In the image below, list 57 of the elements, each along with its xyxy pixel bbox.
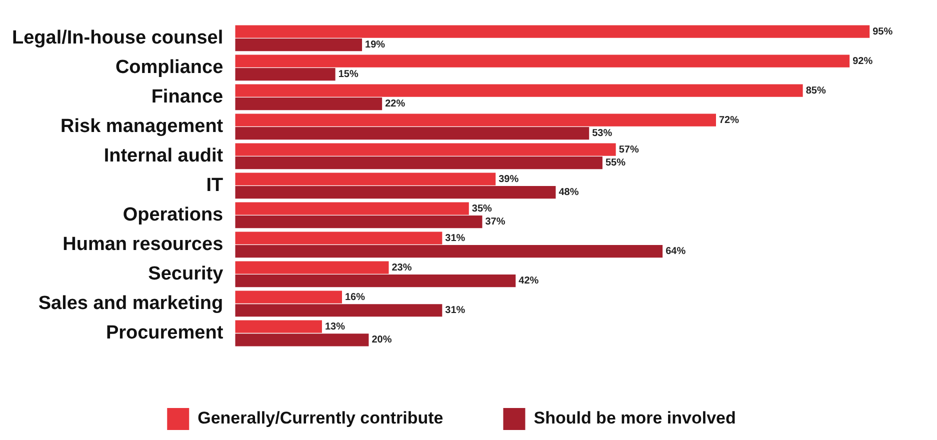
bar bbox=[235, 68, 336, 81]
data-label: 72% bbox=[719, 114, 740, 126]
data-label: 42% bbox=[518, 276, 539, 287]
data-label: 13% bbox=[324, 321, 346, 332]
bar bbox=[235, 38, 362, 52]
data-label: 15% bbox=[338, 69, 358, 80]
bar bbox=[235, 274, 516, 288]
data-label: 23% bbox=[392, 262, 412, 274]
bar bbox=[235, 25, 870, 38]
data-label: 22% bbox=[385, 98, 406, 110]
bar bbox=[235, 114, 716, 126]
data-label: 55% bbox=[605, 158, 626, 169]
bar bbox=[235, 186, 556, 199]
bar bbox=[235, 245, 663, 258]
legend-label: Should be more involved bbox=[534, 408, 736, 428]
y-tick-label: Finance bbox=[151, 86, 224, 108]
bar bbox=[235, 54, 850, 68]
bar bbox=[235, 172, 496, 186]
bar bbox=[235, 143, 616, 156]
data-label: 92% bbox=[852, 56, 873, 67]
data-label: 95% bbox=[872, 26, 893, 38]
data-label: 39% bbox=[498, 174, 519, 185]
bar bbox=[235, 98, 382, 110]
data-label: 31% bbox=[445, 232, 466, 244]
bar bbox=[235, 334, 369, 346]
y-tick-label: Human resources bbox=[62, 234, 224, 255]
data-label: 48% bbox=[558, 187, 579, 198]
y-tick-label: Security bbox=[148, 263, 224, 284]
bar bbox=[235, 127, 590, 140]
y-tick-label: Operations bbox=[122, 204, 224, 226]
y-tick-label: Legal/In-house counsel bbox=[12, 27, 224, 48]
y-tick-label: Compliance bbox=[115, 56, 224, 78]
data-label: 57% bbox=[618, 144, 639, 156]
data-label: 31% bbox=[445, 305, 466, 316]
bar bbox=[235, 261, 389, 274]
bar bbox=[235, 232, 442, 244]
data-label: 20% bbox=[372, 334, 392, 346]
bar bbox=[235, 84, 803, 97]
data-label: 19% bbox=[365, 40, 386, 51]
y-tick-label: Risk management bbox=[60, 116, 224, 137]
bar bbox=[235, 156, 602, 170]
data-label: 16% bbox=[345, 292, 366, 303]
legend-label: Generally/Currently contribute bbox=[198, 408, 444, 428]
bar bbox=[235, 290, 342, 304]
data-label: 35% bbox=[472, 203, 492, 214]
y-tick-label: Sales and marketing bbox=[38, 292, 224, 314]
bar bbox=[235, 202, 469, 215]
y-tick-label: Procurement bbox=[106, 322, 224, 344]
data-label: 85% bbox=[806, 85, 826, 96]
data-label: 64% bbox=[666, 246, 686, 258]
bar bbox=[235, 216, 482, 228]
bar bbox=[235, 304, 442, 317]
y-tick-label: Internal audit bbox=[104, 145, 224, 166]
y-tick-label: IT bbox=[206, 174, 224, 196]
data-label: 53% bbox=[592, 128, 612, 140]
data-label: 37% bbox=[485, 216, 506, 228]
bar bbox=[235, 320, 322, 333]
